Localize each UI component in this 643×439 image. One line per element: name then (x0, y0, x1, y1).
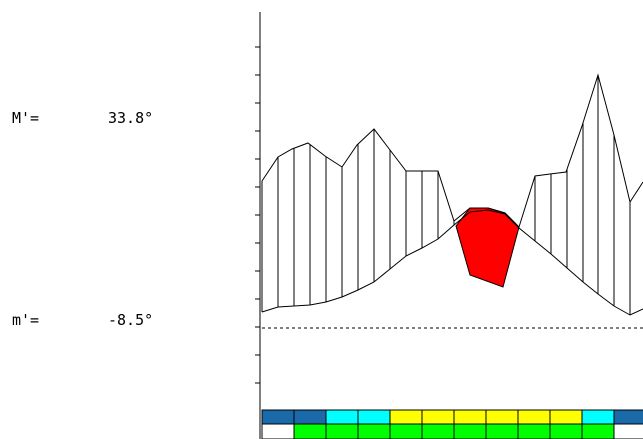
month-bar-bottom-cell (357, 423, 391, 439)
lower-curve (261, 209, 643, 316)
month-bar-top-cell (389, 409, 423, 425)
month-bar-bottom-cell (517, 423, 551, 439)
min-label: m'= (12, 311, 40, 329)
month-bar-top-cell (485, 409, 519, 425)
month-bar-top-cell (421, 409, 455, 425)
month-bar-top-cell (293, 409, 327, 425)
month-bar-top-cell (549, 409, 583, 425)
month-bar-bottom-cell (485, 423, 519, 439)
negative-region (455, 207, 520, 288)
axis-ticks (255, 46, 260, 384)
month-bar-bottom-cell (581, 423, 615, 439)
month-bar-bottom-cell (293, 423, 327, 439)
month-bar-top-cell (325, 409, 359, 425)
month-bar-bottom-cell (453, 423, 487, 439)
month-bar-bottom-cell (421, 423, 455, 439)
month-bar-top-cell (453, 409, 487, 425)
month-bar-top-cell (357, 409, 391, 425)
upper-curve (261, 73, 643, 228)
max-label: M'= (12, 109, 40, 127)
month-bar-top-cell (581, 409, 615, 425)
month-bar-bottom-cell (613, 423, 643, 439)
min-value: -8.5° (108, 311, 154, 329)
hatching (261, 75, 631, 315)
month-bar-top-cell (613, 409, 643, 425)
month-bar-bottom-cell (325, 423, 359, 439)
month-bar (261, 409, 643, 439)
max-value: 33.8° (108, 109, 154, 127)
month-bar-top-cell (517, 409, 551, 425)
month-bar-bottom-cell (389, 423, 423, 439)
month-bar-top-cell (261, 409, 295, 425)
month-bar-bottom-cell (549, 423, 583, 439)
month-bar-bottom-cell (261, 423, 295, 439)
